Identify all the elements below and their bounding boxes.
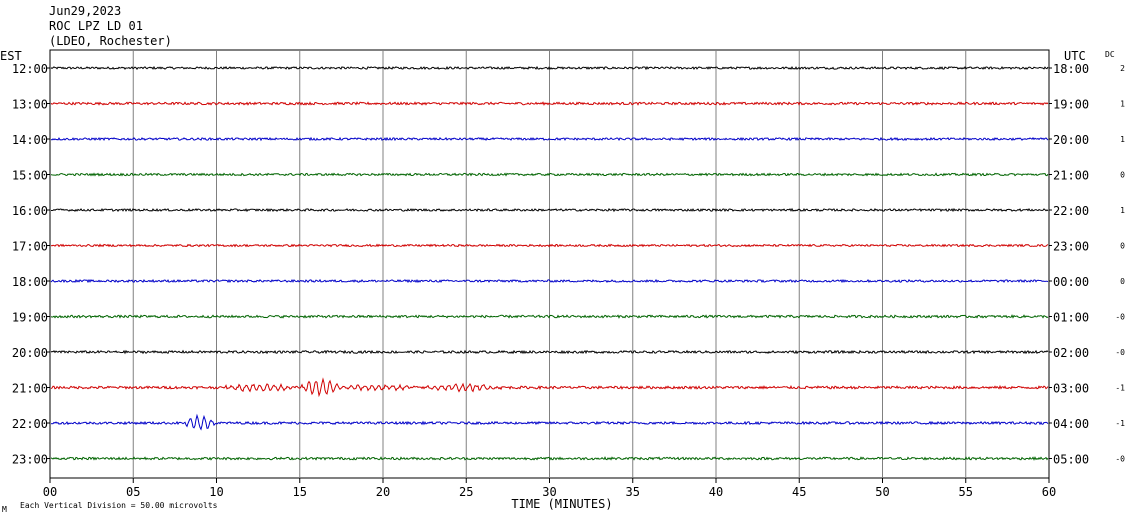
dc-column-label: DC bbox=[1105, 50, 1115, 59]
utc-time-label: 04:00 bbox=[1053, 417, 1089, 431]
utc-time-label: 22:00 bbox=[1053, 204, 1089, 218]
x-tick-label: 05 bbox=[126, 485, 140, 499]
x-axis-title: TIME (MINUTES) bbox=[511, 497, 612, 511]
seismic-trace bbox=[50, 136, 1049, 142]
seismic-trace bbox=[50, 243, 1049, 248]
seismic-trace bbox=[50, 172, 1049, 177]
x-tick-label: 45 bbox=[792, 485, 806, 499]
est-time-label: 13:00 bbox=[12, 98, 48, 112]
x-tick-label: 50 bbox=[875, 485, 889, 499]
x-tick-label: 10 bbox=[209, 485, 223, 499]
seismic-trace bbox=[50, 101, 1049, 106]
utc-time-label: 05:00 bbox=[1053, 453, 1089, 467]
est-time-label: 19:00 bbox=[12, 311, 48, 325]
station-label: ROC LPZ LD 01 bbox=[49, 19, 143, 33]
dc-offset-label: 1 bbox=[1120, 206, 1125, 215]
seismic-trace bbox=[50, 349, 1049, 355]
utc-zone-label: UTC bbox=[1064, 49, 1086, 63]
seismic-trace bbox=[50, 377, 1049, 398]
x-tick-label: 35 bbox=[626, 485, 640, 499]
est-time-label: 23:00 bbox=[12, 453, 48, 467]
dc-offset-label: 0 bbox=[1120, 242, 1125, 251]
dc-offset-label: 1 bbox=[1120, 135, 1125, 144]
dc-offset-label: 2 bbox=[1120, 64, 1125, 73]
x-tick-label: 15 bbox=[293, 485, 307, 499]
x-tick-label: 40 bbox=[709, 485, 723, 499]
utc-time-label: 02:00 bbox=[1053, 346, 1089, 360]
x-tick-label: 60 bbox=[1042, 485, 1056, 499]
dc-offset-label: 1 bbox=[1120, 100, 1125, 109]
est-time-label: 22:00 bbox=[12, 417, 48, 431]
scale-note: Each Vertical Division = 50.00 microvolt… bbox=[20, 501, 218, 510]
dc-offset-label: -1 bbox=[1115, 419, 1125, 428]
dc-offset-label: -1 bbox=[1115, 384, 1125, 393]
x-tick-label: 00 bbox=[43, 485, 57, 499]
x-tick-label: 30 bbox=[542, 485, 556, 499]
utc-time-label: 00:00 bbox=[1053, 275, 1089, 289]
est-time-label: 12:00 bbox=[12, 62, 48, 76]
corner-mark: M bbox=[2, 505, 7, 514]
est-time-label: 20:00 bbox=[12, 346, 48, 360]
est-time-label: 18:00 bbox=[12, 275, 48, 289]
dc-offset-label: 0 bbox=[1120, 171, 1125, 180]
seismic-trace bbox=[50, 278, 1049, 284]
utc-time-label: 01:00 bbox=[1053, 311, 1089, 325]
network-label: (LDEO, Rochester) bbox=[49, 34, 172, 48]
est-time-label: 17:00 bbox=[12, 240, 48, 254]
utc-time-label: 03:00 bbox=[1053, 382, 1089, 396]
est-time-label: 15:00 bbox=[12, 169, 48, 183]
seismic-trace bbox=[50, 314, 1049, 319]
utc-time-label: 20:00 bbox=[1053, 133, 1089, 147]
date-label: Jun29,2023 bbox=[49, 4, 122, 18]
est-time-label: 16:00 bbox=[12, 204, 48, 218]
dc-offset-label: -0 bbox=[1115, 348, 1125, 357]
est-time-label: 14:00 bbox=[12, 133, 48, 147]
x-tick-label: 25 bbox=[459, 485, 473, 499]
seismic-trace bbox=[50, 413, 1049, 431]
utc-time-label: 18:00 bbox=[1053, 62, 1089, 76]
dc-offset-label: -0 bbox=[1115, 313, 1125, 322]
utc-time-label: 23:00 bbox=[1053, 240, 1089, 254]
utc-time-label: 19:00 bbox=[1053, 98, 1089, 112]
seismic-trace bbox=[50, 456, 1049, 461]
x-tick-label: 55 bbox=[959, 485, 973, 499]
est-time-label: 21:00 bbox=[12, 382, 48, 396]
seismic-trace bbox=[50, 65, 1049, 71]
x-tick-label: 20 bbox=[376, 485, 390, 499]
seismic-trace bbox=[51, 207, 1049, 213]
dc-offset-label: 0 bbox=[1120, 277, 1125, 286]
utc-time-label: 21:00 bbox=[1053, 169, 1089, 183]
est-zone-label: EST bbox=[0, 49, 22, 63]
dc-offset-label: -0 bbox=[1115, 455, 1125, 464]
